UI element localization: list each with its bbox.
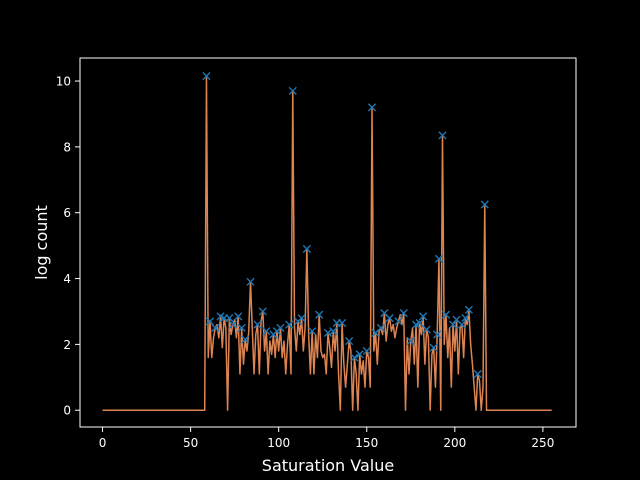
x-tick-label: 0 (99, 436, 107, 450)
x-axis-label: Saturation Value (262, 456, 394, 475)
peak-marker (228, 320, 237, 329)
peak-marker (429, 343, 438, 352)
peak-marker (457, 320, 466, 329)
peak-marker (315, 310, 324, 319)
peak-marker (205, 317, 215, 326)
peak-marker (415, 318, 424, 328)
x-tick-label: 250 (531, 436, 554, 450)
peak-marker (434, 254, 444, 263)
peak-marker (345, 336, 354, 346)
peak-marker (329, 327, 338, 336)
peak-marker (376, 323, 385, 333)
peak-marker (302, 244, 311, 254)
y-axis: 0 2 4 6 8 10 (56, 75, 80, 418)
y-tick-label: 0 (63, 404, 71, 418)
plot-area (102, 72, 552, 411)
peak-marker (461, 313, 470, 323)
peak-marker (241, 335, 250, 344)
peak-marker (297, 313, 306, 323)
y-axis-label: log count (32, 205, 51, 280)
y-tick-label: 2 (63, 338, 71, 352)
peak-marker (464, 305, 474, 314)
x-tick-label: 150 (355, 436, 378, 450)
peak-marker (288, 86, 297, 96)
peak-marker (480, 200, 489, 209)
y-tick-label: 4 (63, 272, 71, 286)
peak-marker (385, 313, 394, 323)
peak-marker (362, 346, 371, 356)
peak-marker (473, 369, 482, 379)
axes-frame (79, 57, 577, 428)
peak-marker (237, 323, 246, 333)
peak-marker (350, 353, 359, 362)
peak-marker (246, 277, 255, 286)
y-tick-label: 8 (63, 140, 71, 154)
peak-marker (285, 320, 294, 329)
peak-marker (253, 320, 262, 329)
peak-marker (406, 336, 415, 346)
peak-marker (211, 323, 220, 333)
peak-marker (399, 309, 408, 318)
peak-marker (276, 323, 285, 333)
peak-marker (438, 131, 447, 140)
y-tick-label: 6 (63, 206, 71, 220)
peak-marker (422, 325, 431, 334)
peak-marker (419, 312, 428, 321)
peak-marker (262, 327, 271, 336)
x-tick-label: 200 (443, 436, 466, 450)
x-axis: 0 50 100 150 200 250 (99, 427, 554, 450)
y-tick-label: 10 (56, 75, 71, 89)
peak-marker (258, 307, 267, 316)
peak-marker (441, 310, 451, 319)
x-tick-label: 50 (183, 436, 198, 450)
peak-marker (202, 72, 211, 81)
peak-marker (337, 318, 347, 328)
peak-marker (308, 327, 317, 336)
peak-marker (367, 103, 377, 112)
peak-marker (225, 313, 234, 323)
peak-marker (234, 312, 243, 321)
x-tick-label: 100 (267, 436, 290, 450)
peak-marker (448, 320, 458, 329)
peak-marker (323, 328, 333, 337)
peak-marker (355, 350, 364, 359)
peak-marker (394, 317, 403, 326)
peak-marker (433, 330, 442, 339)
